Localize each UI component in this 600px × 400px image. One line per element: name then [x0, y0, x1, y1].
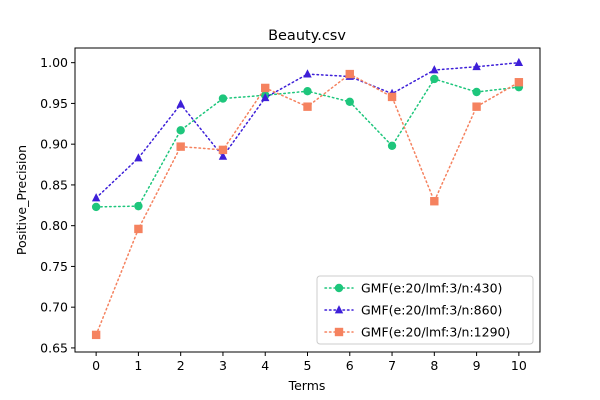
data-point: [303, 86, 312, 96]
y-tick-label: 0.85: [40, 177, 68, 192]
x-tick-label: 6: [346, 358, 354, 373]
series-square: [91, 69, 524, 340]
legend-label: GMF(e:20/lmf:3/n:860): [361, 303, 502, 318]
data-point: [176, 126, 185, 135]
legend-marker: [334, 305, 344, 314]
data-point: [134, 201, 143, 211]
legend-label: GMF(e:20/lmf:3/n:1290): [361, 325, 510, 340]
y-tick-label: 0.95: [40, 96, 68, 111]
y-tick-label: 1.00: [40, 55, 68, 70]
data-point: [303, 69, 312, 78]
data-point: [430, 65, 439, 74]
data-point: [218, 145, 228, 155]
x-tick-label: 2: [177, 358, 185, 373]
x-tick-label: 0: [92, 358, 100, 373]
x-tick-label: 4: [261, 358, 269, 373]
data-point: [176, 99, 185, 108]
chart-title: Beauty.csv: [268, 28, 346, 44]
data-point: [303, 102, 312, 111]
x-tick-label: 7: [388, 358, 396, 373]
y-tick-label: 0.65: [40, 340, 68, 355]
data-point: [387, 92, 397, 102]
y-tick-label: 0.90: [40, 137, 68, 152]
data-point: [430, 74, 439, 84]
x-tick-label: 8: [430, 358, 438, 373]
data-point: [387, 141, 397, 151]
data-point: [218, 94, 228, 103]
legend-label: GMF(e:20/lmf:3/n:430): [361, 281, 502, 296]
data-point: [472, 102, 481, 111]
legend-marker: [334, 327, 344, 337]
data-point: [91, 202, 101, 212]
x-tick-label: 3: [219, 358, 227, 373]
legend-item: GMF(e:20/lmf:3/n:1290): [324, 325, 510, 340]
x-axis-label: Terms: [288, 378, 326, 393]
y-axis-label: Positive_Precision: [14, 145, 29, 255]
data-point: [218, 151, 228, 160]
data-point: [91, 330, 101, 340]
data-point: [514, 57, 524, 67]
data-point: [176, 142, 185, 151]
x-tick-label: 9: [473, 358, 481, 373]
legend-item: GMF(e:20/lmf:3/n:860): [324, 303, 502, 318]
plot-area: [91, 57, 524, 340]
data-point: [472, 61, 481, 71]
data-point: [472, 87, 481, 97]
y-tick-label: 0.70: [40, 300, 68, 315]
x-tick-label: 10: [511, 358, 527, 373]
x-tick-label: 1: [134, 358, 142, 373]
data-point: [345, 97, 354, 106]
data-point: [514, 78, 524, 87]
legend-item: GMF(e:20/lmf:3/n:430): [324, 281, 502, 296]
data-point: [261, 92, 270, 102]
y-tick-label: 0.80: [40, 218, 68, 233]
data-point: [91, 193, 101, 202]
data-point: [430, 197, 439, 206]
y-axis: 0.65 0.70 0.75 0.80 0.85 0.90 0.95 1.00: [40, 55, 75, 355]
data-point: [261, 83, 270, 93]
legend: GMF(e:20/lmf:3/n:430) GMF(e:20/lmf:3/n:86…: [316, 275, 534, 345]
x-tick-label: 5: [304, 358, 312, 373]
data-point: [345, 69, 354, 79]
series-circle: [91, 74, 524, 212]
data-point: [134, 224, 143, 234]
legend-marker: [334, 283, 344, 293]
y-tick-label: 0.75: [40, 259, 68, 274]
x-axis: 0 1 2 3 4 5 6 7 8 9 10: [92, 352, 527, 373]
data-point: [134, 153, 143, 162]
legend-box: [316, 275, 534, 345]
